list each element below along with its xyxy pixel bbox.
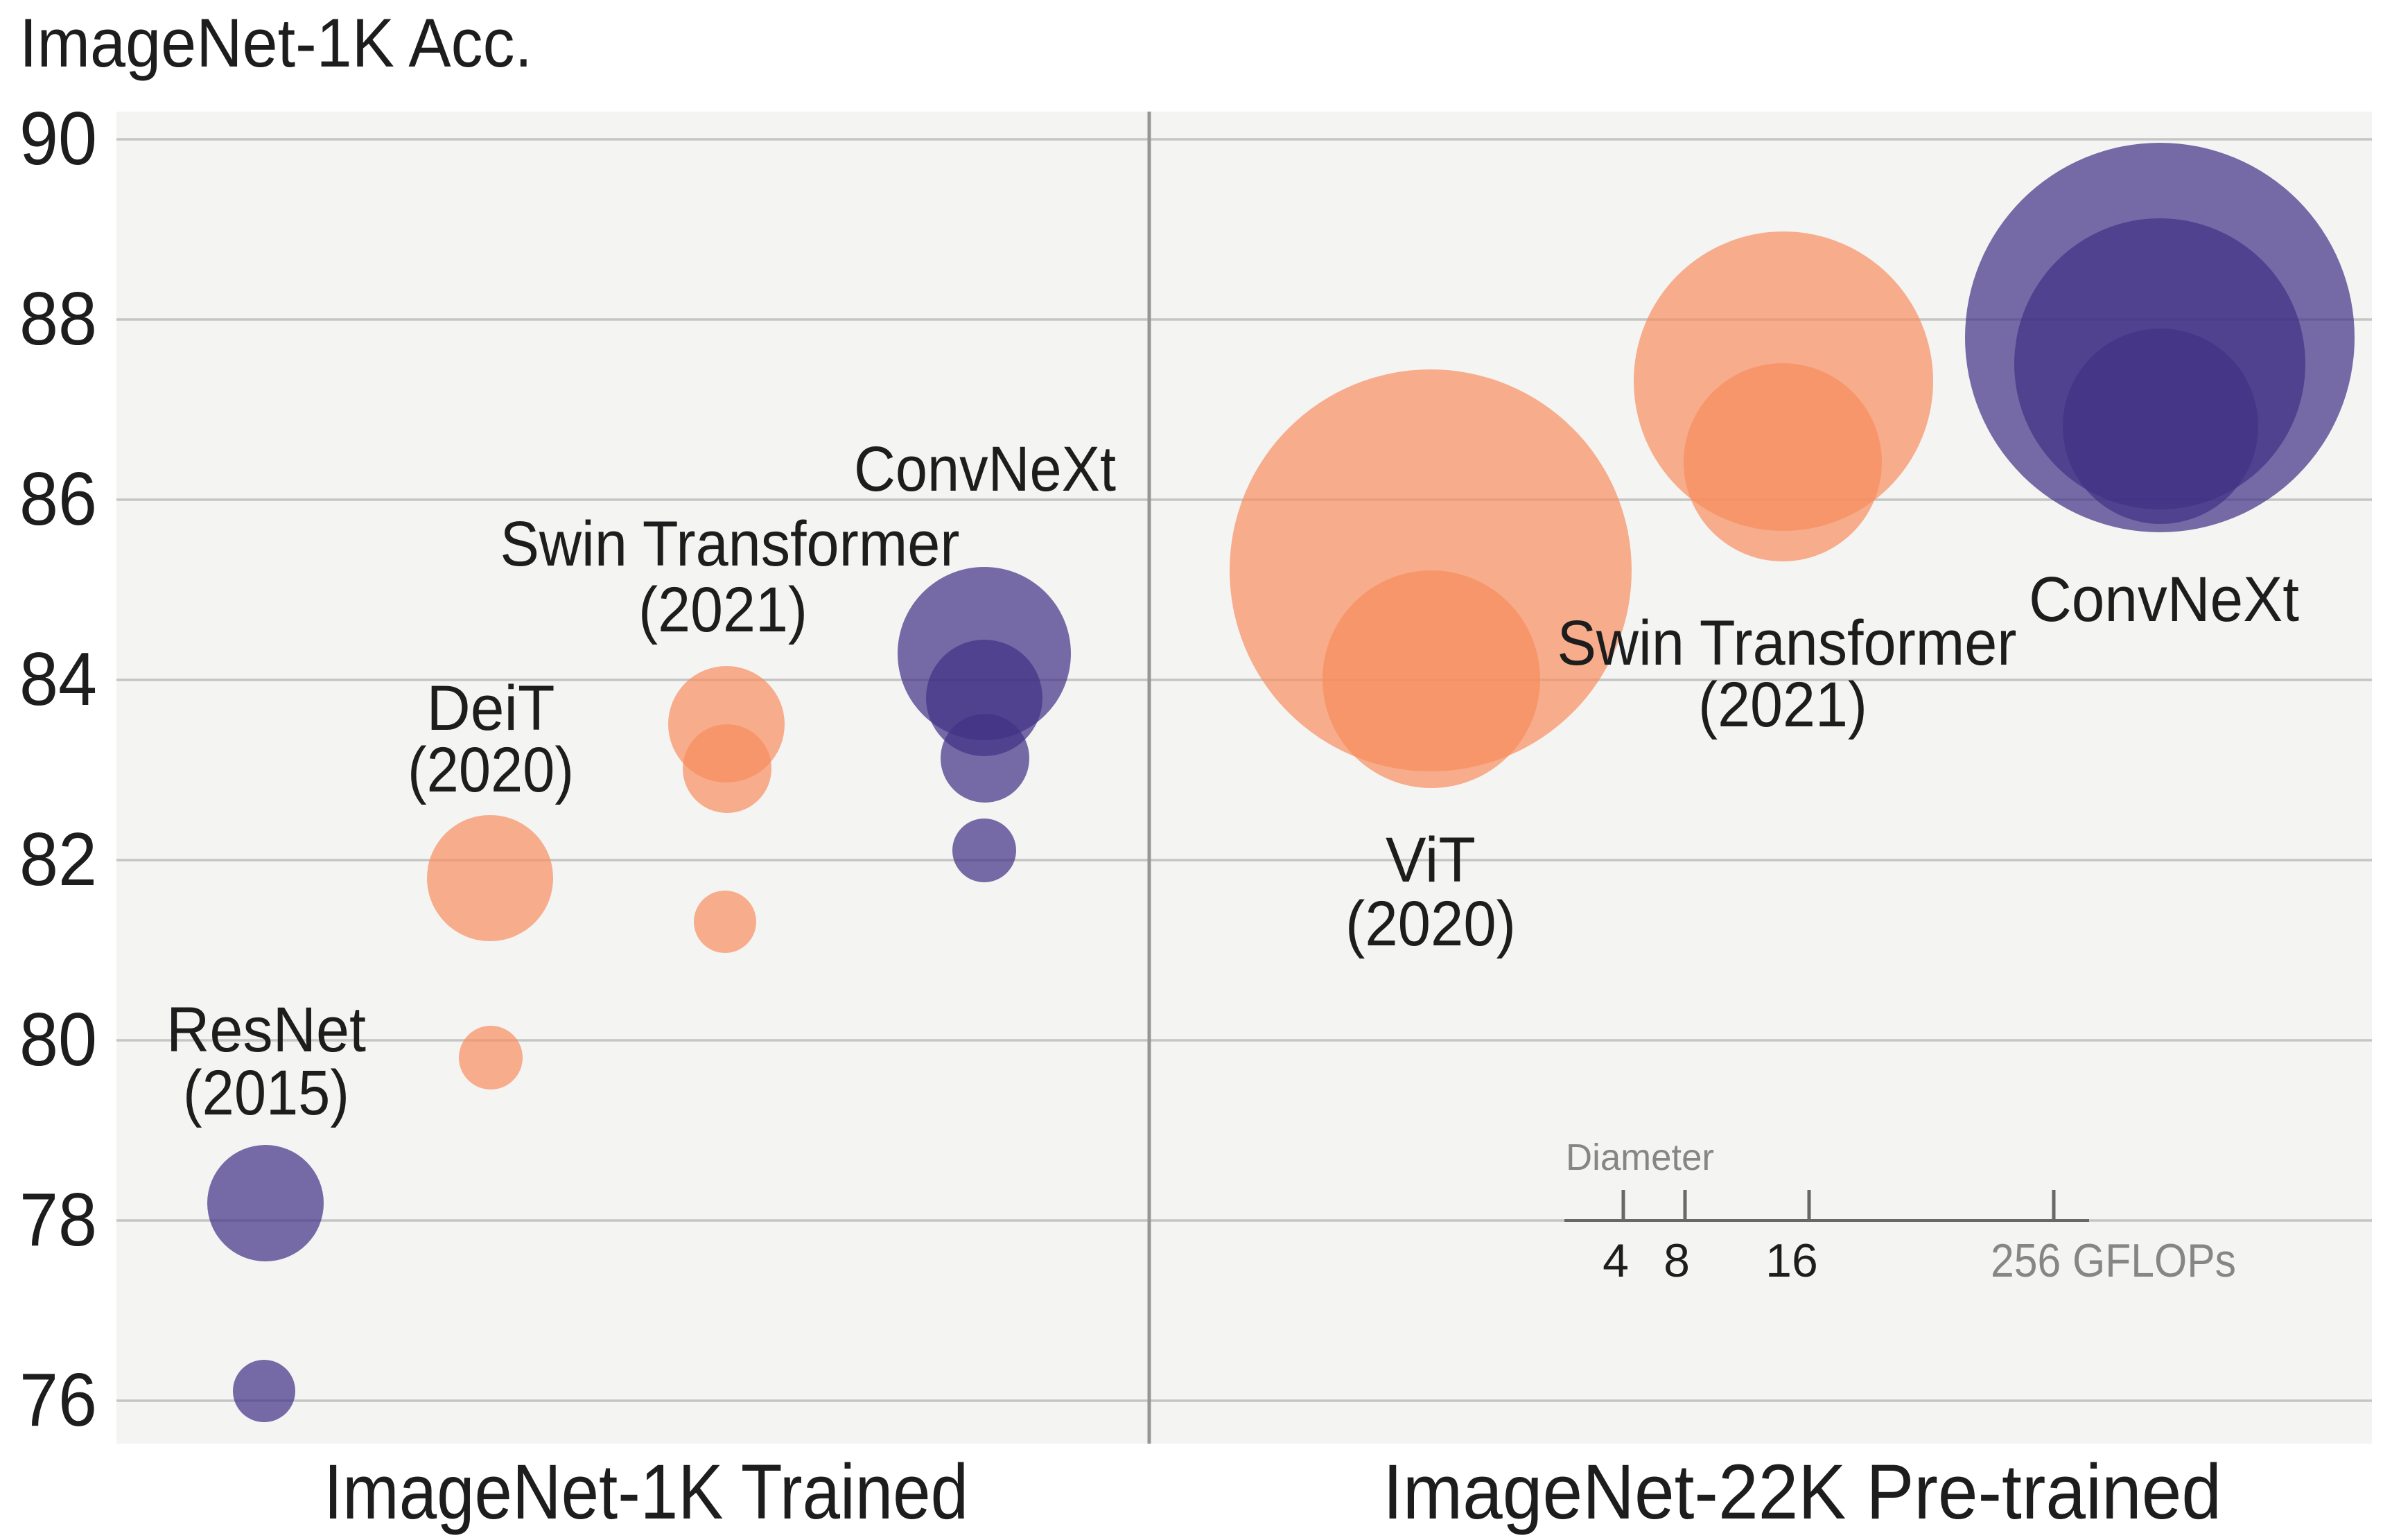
svg-text:90: 90: [19, 96, 97, 181]
svg-text:(2015): (2015): [183, 1058, 349, 1128]
svg-text:86: 86: [19, 457, 97, 541]
svg-text:ImageNet-22K Pre-trained: ImageNet-22K Pre-trained: [1383, 1449, 2221, 1535]
svg-text:ResNet: ResNet: [166, 995, 366, 1065]
svg-text:(2020): (2020): [408, 735, 574, 805]
svg-text:ImageNet-1K Acc.: ImageNet-1K Acc.: [19, 4, 532, 81]
svg-text:DeiT: DeiT: [427, 673, 555, 744]
svg-text:(2021): (2021): [1698, 670, 1867, 740]
svg-text:ImageNet-1K Trained: ImageNet-1K Trained: [324, 1449, 968, 1535]
svg-text:(2020): (2020): [1345, 889, 1516, 959]
svg-text:4: 4: [1603, 1234, 1629, 1287]
svg-text:78: 78: [19, 1178, 97, 1262]
svg-text:Diameter: Diameter: [1566, 1137, 1714, 1178]
svg-text:Swin Transformer: Swin Transformer: [1557, 608, 2017, 679]
svg-text:76: 76: [19, 1358, 97, 1442]
svg-text:82: 82: [19, 817, 97, 902]
svg-text:88: 88: [19, 277, 97, 361]
svg-text:80: 80: [19, 997, 97, 1082]
svg-text:16: 16: [1765, 1234, 1818, 1287]
svg-text:(2021): (2021): [638, 575, 807, 645]
svg-text:8: 8: [1664, 1234, 1690, 1287]
svg-text:ViT: ViT: [1386, 825, 1476, 895]
svg-text:ConvNeXt: ConvNeXt: [2029, 564, 2299, 635]
svg-text:ConvNeXt: ConvNeXt: [854, 434, 1116, 505]
svg-text:84: 84: [19, 637, 97, 721]
svg-text:256 GFLOPs: 256 GFLOPs: [1991, 1234, 2236, 1287]
svg-text:Swin Transformer: Swin Transformer: [500, 509, 960, 579]
